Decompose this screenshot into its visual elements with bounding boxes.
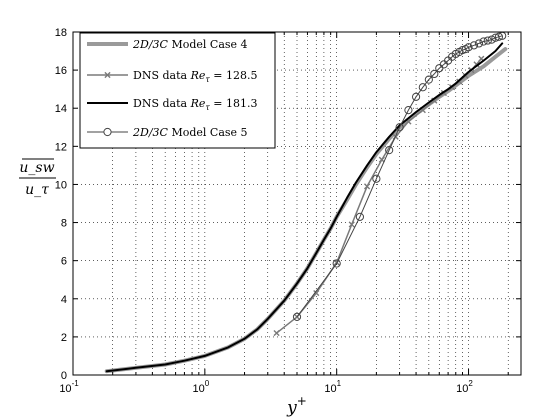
x-marker [313,289,320,297]
y-tick-label: 10 [55,179,67,191]
y-tick-label: 0 [61,370,67,382]
y-tick-label: 14 [55,103,67,115]
x-axis-label-sup: + [297,394,307,408]
x-marker [348,221,355,228]
circle-marker [332,259,341,268]
series-line-3 [105,42,504,373]
legend-entry-2: DNS data Reτ = 128.5 [133,69,258,84]
circle-marker [494,32,504,41]
x-tick-label: 100 [192,379,209,395]
x-axis-label: y+ [286,394,307,418]
y-tick-label: 4 [61,294,67,306]
legend-box [79,32,276,149]
circle-marker [464,43,473,52]
legend-entry-1: 2D/3C Model Case 4 [132,38,248,51]
circle-marker [469,41,479,50]
legend-sample-x-marker [104,71,111,79]
y-axis-label-denominator: u_τ [25,182,49,198]
legend: 2D/3C Model Case 4 DNS data Reτ = 128.5 … [79,32,276,149]
circle-marker [385,146,394,155]
y-tick-labels: 0 2 4 6 8 10 12 14 16 18 [55,27,67,382]
circle-marker [474,39,484,48]
circle-marker [424,75,433,84]
circle-marker [430,69,439,79]
y-tick-label: 16 [55,65,67,77]
x-marker [273,329,280,337]
data-series [104,31,508,374]
legend-samples [87,42,128,137]
legend-sample-circle-marker [103,127,112,137]
circle-marker [395,123,404,132]
x-tick-label: 101 [324,379,341,395]
circle-marker [483,36,492,45]
y-tick-label: 8 [61,218,67,230]
circle-marker [479,37,488,46]
circle-marker [372,174,381,183]
y-axis-label-numerator: u_sw [19,160,54,176]
circle-marker [418,83,427,92]
y-tick-label: 12 [55,141,67,153]
x-tick-label: 102 [456,379,473,395]
circle-marker [355,212,365,221]
circle-marker [411,92,421,101]
x-marker [363,183,371,190]
y-tick-label: 6 [61,256,67,268]
x-tick-labels: 10-1 100 101 102 [59,379,473,395]
x-marker [378,156,385,163]
legend-entry-4: 2D/3C Model Case 5 [132,126,248,139]
x-axis-label-base: y [286,398,297,418]
legend-entry-3: DNS data Reτ = 181.3 [133,97,258,112]
circle-marker [404,106,413,115]
y-axis-label: u_sw u_τ [19,158,56,198]
x-tick-label: 10-1 [59,379,79,395]
series-line-4 [296,35,503,318]
y-tick-label: 18 [55,27,67,39]
circle-marker [292,312,302,321]
y-tick-label: 2 [61,332,67,344]
